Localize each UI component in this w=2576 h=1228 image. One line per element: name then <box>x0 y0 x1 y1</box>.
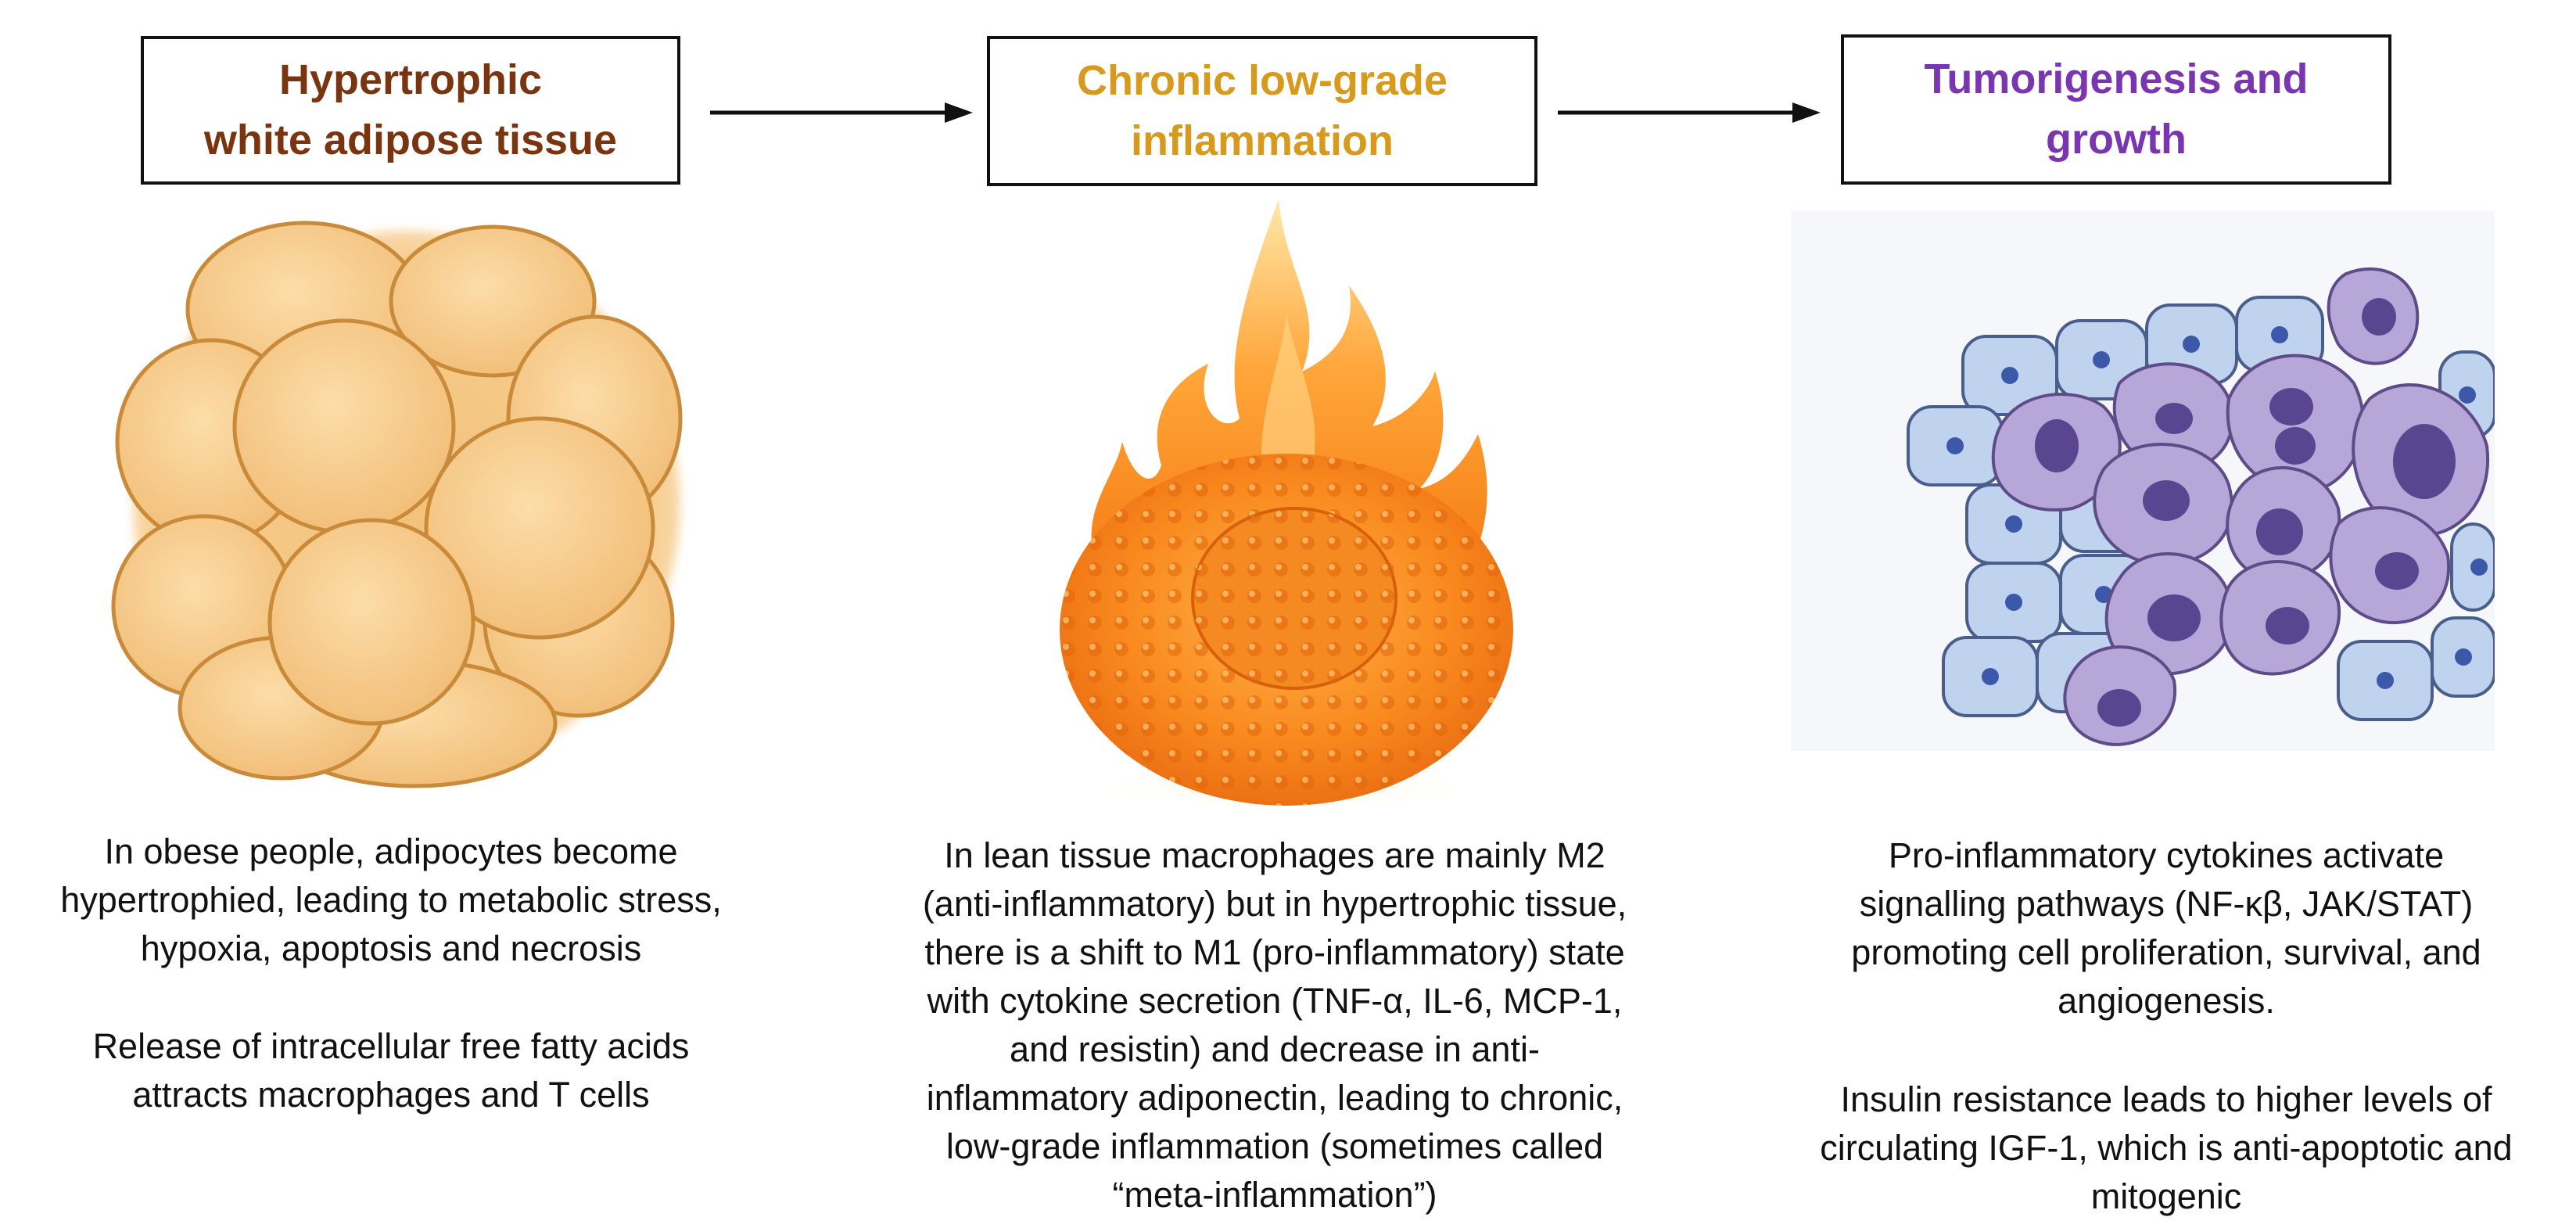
arrow-right-icon <box>1558 102 1821 123</box>
stage-title-inflammation: Chronic low-grade inflammation <box>987 36 1537 186</box>
tumorigenesis-description: Pro-inflammatory cytokines activate sign… <box>1851 835 2481 1021</box>
adipose-description-2: Release of intracellular free fatty acid… <box>92 1026 690 1115</box>
stage-title-tumorigenesis: Tumorigenesis and growth <box>1841 34 2391 185</box>
arrow-right-icon <box>710 102 973 123</box>
tumor-cells-illustration <box>1791 211 2495 751</box>
flaming-cell-illustration <box>1060 199 1513 810</box>
stage-title-adipose: Hypertrophic white adipose tissue <box>141 36 680 185</box>
inflammation-description: In lean tissue macrophages are mainly M2… <box>922 835 1627 1215</box>
adipose-description: In obese people, adipocytes become hyper… <box>60 831 722 968</box>
adipocyte-cluster-illustration <box>111 221 683 788</box>
tumorigenesis-description-2: Insulin resistance leads to higher level… <box>1820 1079 2513 1216</box>
